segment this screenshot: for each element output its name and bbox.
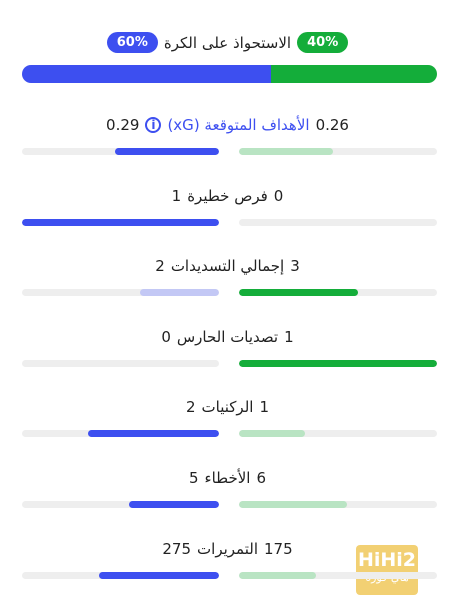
stat-row: 1 الركنيات 2 — [0, 398, 455, 416]
stat-label: تصديات الحارس — [176, 327, 279, 346]
right-value: 3 — [290, 257, 300, 276]
right-fill — [239, 571, 316, 579]
right-value: 175 — [263, 539, 293, 558]
left-pill: 60% — [106, 32, 158, 53]
right-value: 1 — [284, 327, 294, 346]
stat-row: 1 تصديات الحارس 0 — [0, 328, 455, 346]
right-segment — [271, 65, 437, 83]
possession-row: 40% الاستحواذ على الكرة 60% — [0, 32, 455, 53]
stat-label: إجمالي التسديدات — [170, 257, 285, 276]
possession-bar — [22, 65, 437, 83]
stat-label: الركنيات — [201, 398, 254, 417]
right-track — [239, 501, 437, 508]
right-value: 0.26 — [315, 116, 349, 134]
left-fill — [129, 501, 219, 508]
right-pill: 40% — [297, 32, 349, 53]
left-track — [22, 501, 219, 508]
left-track — [22, 571, 219, 579]
right-track — [239, 359, 437, 367]
left-track — [22, 430, 219, 438]
stat-row: 3 إجمالي التسديدات 2 — [0, 257, 455, 275]
left-value: 2 — [155, 257, 165, 276]
left-value: 1 — [171, 186, 182, 205]
left-value: 0.29 — [106, 116, 140, 134]
right-track — [239, 289, 437, 297]
right-track — [239, 218, 437, 226]
stat-label: التمريرات — [197, 539, 258, 558]
right-track — [239, 148, 437, 155]
left-fill — [22, 218, 219, 226]
stat-label: الأهداف المتوقعة (xG) — [167, 116, 310, 134]
watermark-brand: HiHi2 — [357, 549, 417, 571]
right-fill — [239, 359, 437, 367]
left-track — [22, 218, 219, 226]
stat-row: 6 الأخطاء 5 — [0, 469, 455, 487]
left-fill — [98, 571, 219, 579]
left-fill — [115, 148, 219, 155]
left-value: 2 — [186, 398, 196, 417]
left-segment — [22, 65, 271, 83]
right-track — [239, 430, 437, 438]
right-fill — [239, 289, 358, 297]
right-value: 0 — [273, 186, 284, 205]
right-value: 1 — [259, 398, 269, 417]
left-track — [22, 148, 219, 155]
right-fill — [239, 430, 305, 438]
stat-row: 0.26 الأهداف المتوقعة (xG) i 0.29 — [0, 116, 455, 134]
right-value: 6 — [256, 469, 267, 487]
right-track — [239, 571, 437, 579]
right-fill — [239, 501, 347, 508]
stat-label: الأخطاء — [204, 469, 251, 487]
stat-label: فرص خطيرة — [187, 186, 268, 205]
stat-row: 0 فرص خطيرة 1 — [0, 187, 455, 205]
left-track — [22, 289, 219, 297]
left-value: 0 — [161, 327, 171, 346]
stat-label: الاستحواذ على الكرة — [163, 33, 292, 52]
right-fill — [239, 148, 333, 155]
left-track — [22, 359, 219, 367]
left-value: 5 — [188, 469, 199, 487]
info-icon: i — [145, 117, 162, 133]
left-value: 275 — [162, 539, 192, 558]
left-fill — [87, 430, 219, 438]
left-fill — [140, 289, 219, 297]
stat-row: 175 التمريرات 275 — [0, 540, 455, 558]
